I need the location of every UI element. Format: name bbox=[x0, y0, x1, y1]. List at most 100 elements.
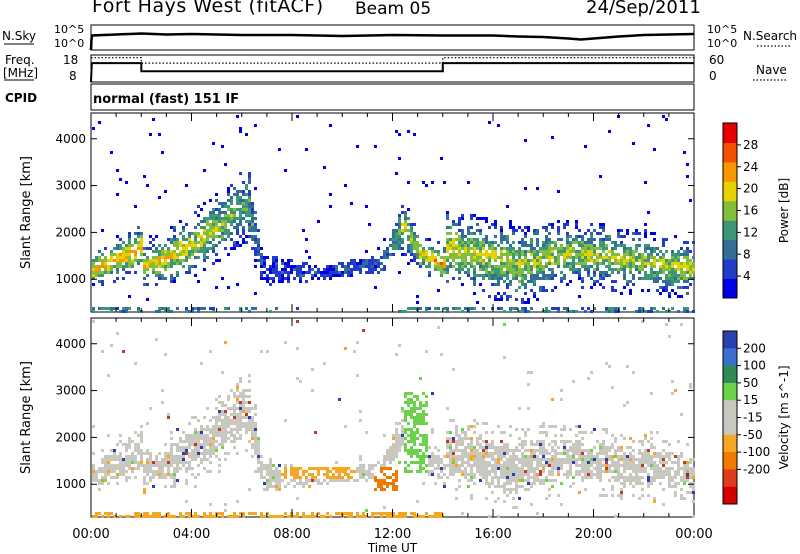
velocity-cell bbox=[500, 464, 503, 467]
power-cell bbox=[404, 253, 407, 256]
power-cell bbox=[227, 286, 230, 289]
power-cell bbox=[548, 250, 551, 253]
power-cell bbox=[167, 238, 170, 241]
velocity-cell bbox=[434, 455, 437, 458]
power-cell bbox=[614, 244, 617, 247]
velocity-cell bbox=[521, 479, 524, 482]
power-cell bbox=[170, 274, 173, 277]
power-cell bbox=[485, 238, 488, 241]
velocity-cell bbox=[383, 479, 386, 482]
power-cell bbox=[122, 259, 125, 262]
power-cell bbox=[476, 223, 479, 226]
power-cell bbox=[551, 136, 554, 139]
power-cell bbox=[368, 271, 371, 274]
power-cell bbox=[542, 250, 545, 253]
velocity-cell bbox=[683, 482, 686, 485]
velocity-cell bbox=[620, 497, 623, 500]
power-cell bbox=[143, 271, 146, 274]
velocity-cell bbox=[188, 434, 191, 437]
velocity-cell bbox=[227, 422, 230, 425]
velocity-cell bbox=[431, 455, 434, 458]
velocity-cell bbox=[218, 470, 221, 473]
velocity-cell bbox=[182, 431, 185, 434]
power-cell bbox=[596, 280, 599, 283]
power-cell bbox=[512, 268, 515, 271]
power-cell bbox=[182, 265, 185, 268]
velocity-cell bbox=[452, 464, 455, 467]
power-cell bbox=[389, 238, 392, 241]
velocity-cell bbox=[692, 491, 695, 494]
power-cell bbox=[257, 253, 260, 256]
power-cell bbox=[299, 274, 302, 277]
velocity-cell bbox=[512, 479, 515, 482]
power-cell bbox=[413, 241, 416, 244]
velocity-cell bbox=[191, 467, 194, 470]
velocity-cell bbox=[233, 440, 236, 443]
velocity-cell bbox=[545, 458, 548, 461]
velocity-cell bbox=[422, 434, 425, 437]
power-cell bbox=[533, 256, 536, 259]
velocity-cell bbox=[359, 470, 362, 473]
velocity-cell bbox=[458, 458, 461, 461]
velocity-cell bbox=[302, 515, 305, 518]
power-cell bbox=[623, 250, 626, 253]
velocity-cell bbox=[575, 473, 578, 476]
velocity-cell bbox=[299, 479, 302, 482]
velocity-cell bbox=[401, 443, 404, 446]
velocity-cell bbox=[200, 431, 203, 434]
velocity-cell bbox=[263, 467, 266, 470]
power-cell bbox=[254, 223, 257, 226]
velocity-cell bbox=[395, 428, 398, 431]
velocity-cell bbox=[254, 422, 257, 425]
power-cell bbox=[251, 226, 254, 229]
velocity-cell bbox=[665, 455, 668, 458]
power-cell bbox=[347, 265, 350, 268]
power-cell bbox=[653, 259, 656, 262]
power-cell bbox=[671, 289, 674, 292]
power-cell bbox=[125, 310, 128, 313]
power-cell bbox=[530, 268, 533, 271]
velocity-cell bbox=[554, 449, 557, 452]
power-cell bbox=[125, 262, 128, 265]
power-cell bbox=[665, 310, 668, 313]
power-cell bbox=[611, 241, 614, 244]
power-cell bbox=[407, 217, 410, 220]
power-cell bbox=[446, 250, 449, 253]
power-cell bbox=[536, 256, 539, 259]
velocity-cell bbox=[497, 449, 500, 452]
velocity-cell bbox=[143, 467, 146, 470]
velocity-cell bbox=[311, 473, 314, 476]
velocity-cell bbox=[665, 461, 668, 464]
velocity-cell bbox=[203, 467, 206, 470]
power-cell bbox=[209, 211, 212, 214]
velocity-cell bbox=[506, 476, 509, 479]
power-cell bbox=[641, 253, 644, 256]
velocity-cell bbox=[647, 455, 650, 458]
velocity-cell bbox=[650, 446, 653, 449]
velocity-cell bbox=[170, 458, 173, 461]
power-cell bbox=[266, 274, 269, 277]
power-cell bbox=[368, 268, 371, 271]
power-cell bbox=[128, 253, 131, 256]
velocity-cell bbox=[581, 464, 584, 467]
power-cell bbox=[494, 277, 497, 280]
velocity-cell bbox=[632, 461, 635, 464]
power-cell bbox=[644, 229, 647, 232]
power-cell bbox=[278, 277, 281, 280]
velocity-cell bbox=[407, 452, 410, 455]
power-cell bbox=[365, 262, 368, 265]
power-cell bbox=[497, 124, 500, 127]
power-cell bbox=[614, 310, 617, 313]
velocity-cell bbox=[605, 452, 608, 455]
velocity-cell bbox=[671, 476, 674, 479]
velocity-cell bbox=[221, 443, 224, 446]
power-cell bbox=[401, 310, 404, 313]
velocity-cell bbox=[488, 515, 491, 518]
velocity-cell bbox=[656, 467, 659, 470]
velocity-cell bbox=[380, 464, 383, 467]
power-cell bbox=[458, 262, 461, 265]
power-cell bbox=[515, 289, 518, 292]
velocity-cell bbox=[530, 452, 533, 455]
power-cell bbox=[686, 268, 689, 271]
power-cell bbox=[341, 265, 344, 268]
